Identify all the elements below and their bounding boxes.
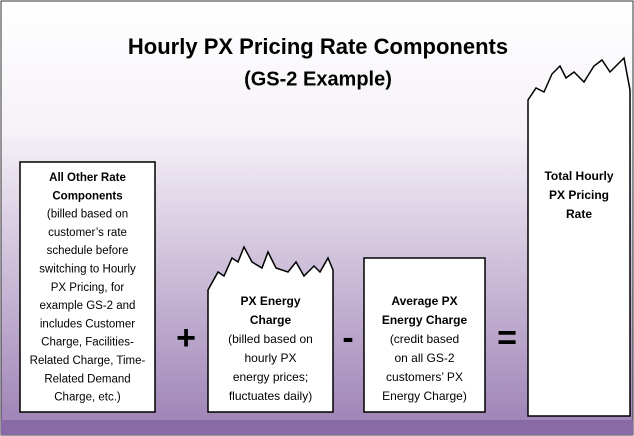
box-heading: Charge (250, 313, 292, 327)
box-text: fluctuates daily) (229, 389, 312, 403)
total-box (527, 56, 631, 417)
box-text: (billed based on (47, 209, 128, 221)
operator: - (342, 319, 353, 357)
box-text: schedule before (47, 245, 129, 257)
box-text: energy prices; (233, 370, 308, 384)
operator: = (497, 319, 517, 357)
rate-box (19, 161, 156, 413)
box-heading: Rate (566, 207, 592, 221)
box-text: includes Customer (40, 318, 135, 330)
box-text: switching to Hourly (39, 264, 136, 276)
px-energy-box (207, 245, 334, 413)
box-text: example GS-2 and (40, 300, 136, 312)
box-text: customer’s rate (48, 227, 127, 239)
box-heading: Components (52, 190, 122, 202)
box-text: customers’ PX (386, 370, 463, 384)
box-text: Related Charge, Time- (30, 355, 146, 367)
box-text: on all GS-2 (394, 351, 454, 365)
box-text: (billed based on (228, 332, 313, 346)
box-text: PX Pricing, for (51, 282, 125, 294)
box-heading: PX Pricing (549, 188, 609, 202)
box-heading: Average PX (391, 294, 457, 308)
box-heading: All Other Rate (49, 172, 126, 184)
box-text: hourly PX (244, 351, 296, 365)
box-text: Related Demand (44, 373, 130, 385)
box-heading: PX Energy (240, 294, 300, 308)
subtitle: (GS-2 Example) (244, 68, 392, 90)
box-text: (credit based (390, 332, 459, 346)
box-text: Charge, etc.) (54, 392, 121, 404)
box-text: Charge, Facilities- (41, 337, 134, 349)
box-text: Energy Charge) (382, 389, 467, 403)
box-heading: Energy Charge (382, 313, 468, 327)
footer-band (1, 420, 633, 435)
title: Hourly PX Pricing Rate Components (128, 34, 508, 59)
average-box (363, 257, 486, 413)
operator: + (176, 319, 196, 357)
box-heading: Total Hourly (544, 169, 613, 183)
